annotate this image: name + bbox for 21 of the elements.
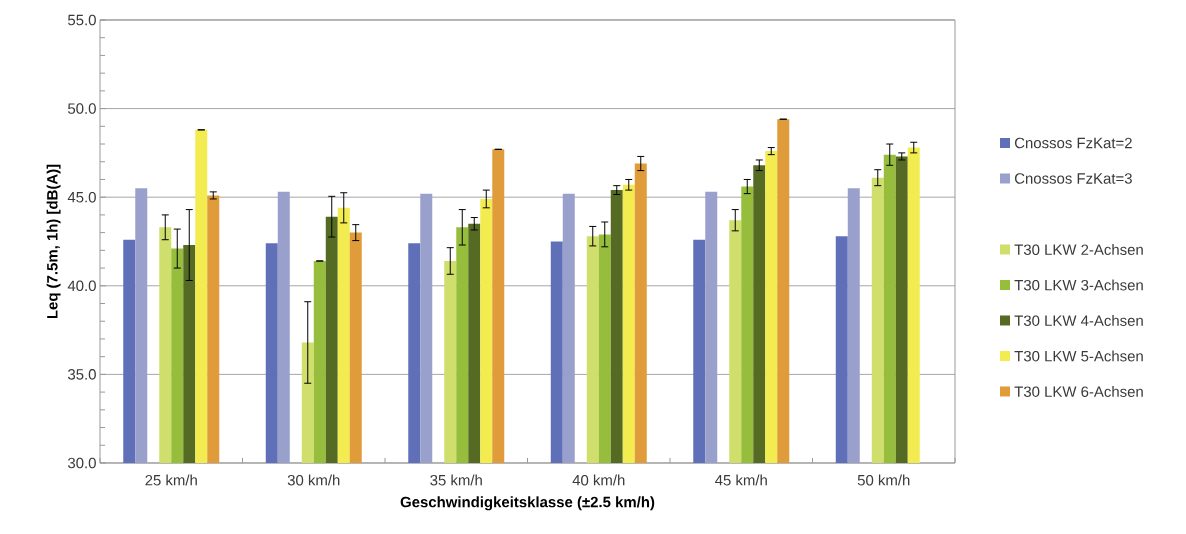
y-tick-label: 45.0 — [67, 191, 96, 203]
y-axis-title: Leq (7.5m, 1h) [dB(A)] — [46, 164, 61, 319]
x-tick-label: 30 km/h — [287, 474, 340, 486]
legend-label: T30 LKW 6-Achsen — [1014, 386, 1143, 397]
legend-label: Cnossos FzKat=2 — [1014, 137, 1132, 149]
legend-label: Cnossos FzKat=3 — [1014, 173, 1132, 184]
x-tick-label: 50 km/h — [857, 474, 910, 486]
x-tick-label: 25 km/h — [145, 474, 197, 486]
y-tick-label: 40.0 — [67, 280, 96, 292]
y-tick-label: 50.0 — [68, 103, 96, 114]
x-tick-label: 35 km/h — [430, 474, 482, 486]
legend-label: T30 LKW 5-Achsen — [1014, 350, 1143, 362]
y-tick-label: 35.0 — [67, 369, 96, 380]
y-tick-label: 55.0 — [68, 14, 96, 26]
legend-label: T30 LKW 3-Achsen — [1014, 279, 1143, 291]
x-axis-title: Geschwindigkeitsklasse (±2.5 km/h) — [400, 496, 655, 511]
legend-label: T30 LKW 4-Achsen — [1014, 315, 1143, 326]
legend-label: T30 LKW 2-Achsen — [1014, 244, 1143, 255]
y-tick-label: 30.0 — [67, 457, 96, 469]
x-tick-label: 45 km/h — [715, 474, 767, 486]
x-tick-label: 40 km/h — [572, 474, 625, 486]
